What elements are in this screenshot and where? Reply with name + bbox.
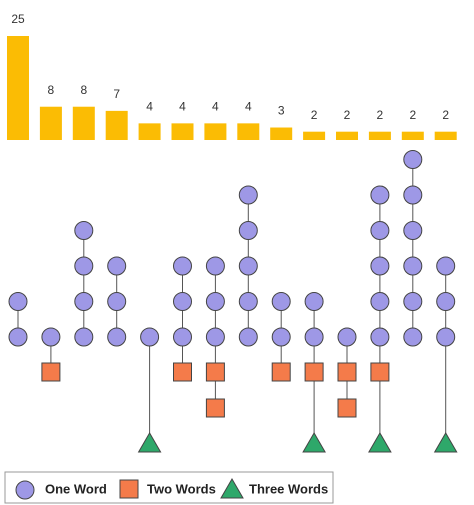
- value-label: 3: [278, 104, 285, 118]
- circle-marker: [41, 327, 61, 347]
- circle-marker: [436, 327, 456, 347]
- square-marker: [173, 362, 192, 382]
- bar: [368, 131, 391, 140]
- square-marker: [337, 398, 357, 418]
- circle-marker: [74, 327, 94, 347]
- circle-marker: [15, 480, 35, 500]
- circle-marker: [238, 256, 258, 276]
- bar: [7, 36, 29, 140]
- value-label: 8: [80, 83, 87, 97]
- circle-marker: [205, 256, 225, 276]
- circle-marker: [238, 221, 258, 240]
- circle-marker: [8, 327, 28, 347]
- circle-marker: [436, 292, 456, 311]
- circle-marker: [173, 292, 192, 311]
- bar: [138, 123, 161, 140]
- circle-marker: [403, 327, 423, 347]
- circle-marker: [74, 256, 94, 276]
- circle-marker: [370, 256, 390, 276]
- circle-marker: [370, 221, 390, 240]
- square-marker: [337, 362, 357, 382]
- value-label: 4: [146, 100, 153, 114]
- circle-marker: [205, 327, 225, 347]
- bar: [237, 123, 260, 140]
- circle-marker: [436, 256, 456, 276]
- circle-marker: [173, 256, 192, 276]
- circle-marker: [74, 221, 94, 240]
- square-marker: [119, 479, 139, 499]
- value-label: 7: [113, 87, 120, 101]
- legend-box: [4, 471, 334, 504]
- square-marker: [41, 362, 61, 382]
- bar: [270, 127, 293, 140]
- triangle-marker: [433, 432, 458, 453]
- circle-marker: [403, 150, 423, 169]
- value-label: 4: [245, 100, 252, 114]
- bar: [171, 123, 194, 140]
- circle-marker: [107, 292, 127, 311]
- bar: [72, 106, 95, 140]
- square-marker: [370, 362, 390, 382]
- value-label: 2: [442, 108, 449, 122]
- circle-marker: [205, 292, 225, 311]
- circle-marker: [304, 292, 324, 311]
- bar: [434, 131, 457, 140]
- circle-marker: [403, 292, 423, 311]
- bar: [336, 131, 358, 140]
- circle-marker: [271, 292, 291, 311]
- triangle-marker: [220, 478, 244, 499]
- value-label: 4: [212, 100, 219, 114]
- circle-marker: [370, 292, 390, 311]
- bar: [303, 131, 326, 140]
- square-marker: [205, 362, 225, 382]
- bar: [204, 123, 227, 140]
- circle-marker: [74, 292, 94, 311]
- circle-marker: [238, 185, 258, 205]
- triangle-marker: [302, 432, 326, 453]
- square-marker: [304, 362, 324, 382]
- circle-marker: [403, 256, 423, 276]
- circle-marker: [304, 327, 324, 347]
- circle-marker: [370, 185, 390, 205]
- bar: [401, 131, 424, 140]
- value-label: 8: [48, 83, 55, 97]
- square-marker: [205, 398, 225, 418]
- triangle-marker: [368, 432, 392, 453]
- circle-marker: [337, 327, 357, 347]
- bar: [39, 106, 62, 140]
- value-label: 2: [344, 108, 351, 122]
- circle-marker: [107, 327, 127, 347]
- circle-marker: [403, 221, 423, 240]
- circle-marker: [107, 256, 127, 276]
- triangle-marker: [137, 432, 162, 453]
- square-marker: [271, 362, 291, 382]
- value-label: 4: [179, 100, 186, 114]
- circle-marker: [140, 327, 160, 347]
- circle-marker: [238, 327, 258, 347]
- legend-label: Three Words: [249, 481, 328, 496]
- legend-label: One Word: [45, 481, 107, 496]
- circle-marker: [238, 292, 258, 311]
- circle-marker: [370, 327, 390, 347]
- value-label: 25: [11, 12, 25, 26]
- circle-marker: [173, 327, 192, 347]
- bar: [105, 110, 128, 140]
- circle-marker: [403, 185, 423, 205]
- value-label: 2: [377, 108, 384, 122]
- value-label: 2: [311, 108, 318, 122]
- value-label: 2: [409, 108, 416, 122]
- legend-label: Two Words: [147, 481, 216, 496]
- circle-marker: [271, 327, 291, 347]
- circle-marker: [8, 292, 28, 311]
